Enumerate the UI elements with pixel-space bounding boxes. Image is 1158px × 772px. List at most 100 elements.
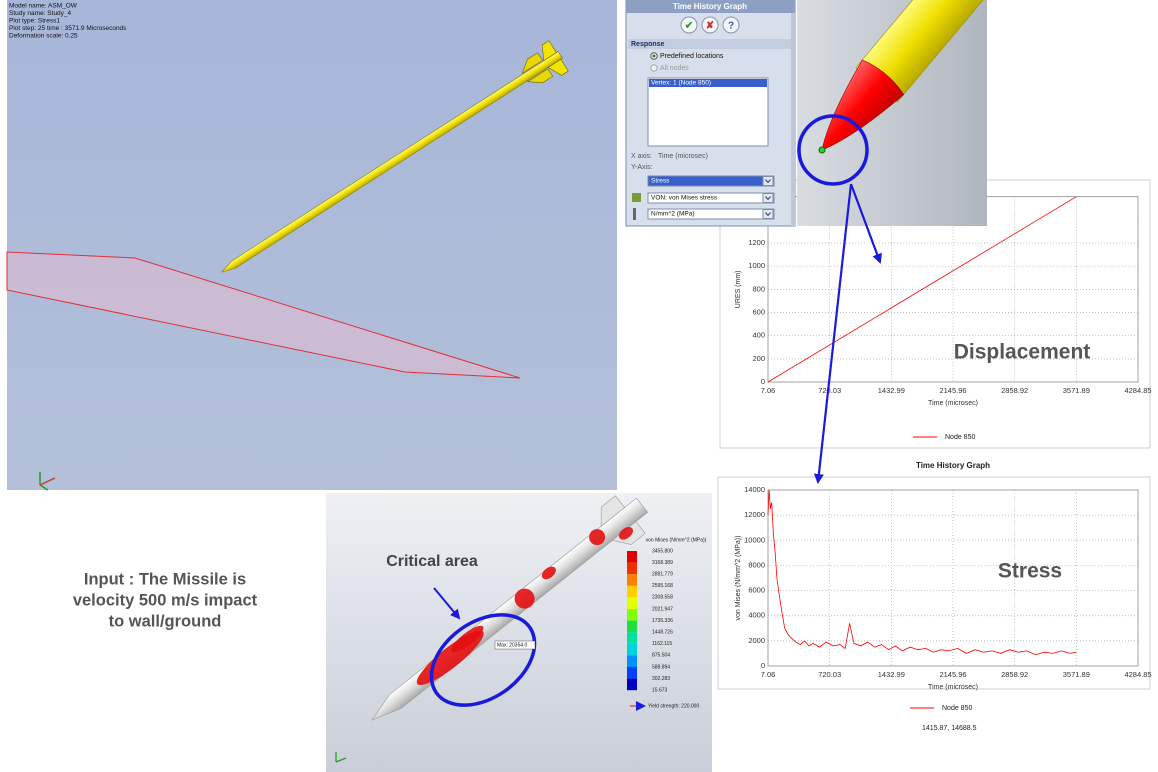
yield-label: Yield strength: 220.000 — [648, 703, 699, 709]
y-tick-label: 600 — [752, 307, 765, 316]
y-tick-label: 200 — [752, 354, 765, 363]
model-info: Model name: ASM_OW — [9, 3, 78, 10]
x-tick-label: 4284.85 — [1124, 670, 1151, 679]
color-scale-label: 1448.726 — [652, 630, 673, 636]
legend-label: Node 850 — [945, 434, 975, 441]
x-tick-label: 4284.85 — [1124, 386, 1151, 395]
color-scale-label: 2021.947 — [652, 606, 673, 612]
color-scale-segment — [627, 597, 637, 609]
page: {"viewport_main": {"info": ["Model name:… — [0, 0, 1158, 772]
dialog-title: Time History Graph — [673, 2, 747, 11]
icon — [632, 193, 641, 202]
chart-title: Time History Graph — [916, 461, 990, 470]
radio-label-disabled: All nodes — [660, 65, 689, 72]
x-tick-label: 2858.92 — [1001, 670, 1028, 679]
input-note: to wall/ground — [109, 612, 222, 630]
color-scale-label: 1162.115 — [652, 641, 672, 647]
list-item: Vertex: 1 (Node 850) — [651, 80, 711, 87]
legend-label: Node 850 — [942, 705, 972, 712]
color-scale-segment — [627, 679, 637, 691]
color-scale-segment — [627, 586, 637, 598]
x-tick-label: 2145.96 — [939, 670, 966, 679]
color-scale-label: 15.673 — [652, 688, 668, 694]
color-scale-segment — [627, 563, 637, 575]
color-scale-label: 2881.779 — [652, 572, 673, 578]
y-axis-caption: Y-Axis: — [631, 164, 653, 171]
x-axis-label: Time (microsec) — [928, 400, 978, 407]
dropdown-value: VON: von Mises stress — [651, 195, 718, 202]
dropdown-button — [763, 210, 773, 219]
icon — [633, 208, 636, 220]
x-tick-label: 1432.99 — [878, 386, 905, 395]
color-scale-segment — [627, 621, 637, 633]
radio-label: Predefined locations — [660, 53, 724, 60]
chart-annotation: Displacement — [954, 341, 1091, 364]
y-tick-label: 10000 — [744, 535, 765, 544]
color-scale-label: 2308.558 — [652, 595, 673, 601]
x-tick-label: 2145.96 — [939, 386, 966, 395]
color-scale-label: 875.504 — [652, 653, 670, 659]
input-note: Input : The Missile is — [84, 570, 246, 588]
y-tick-label: 800 — [752, 284, 765, 293]
scrollbar — [791, 13, 795, 226]
x-tick-label: 7.06 — [761, 670, 776, 679]
y-tick-label: 0 — [761, 377, 765, 386]
color-scale-label: 2595.168 — [652, 583, 673, 589]
model-info: Plot step: 25 time : 3571.9 Microseconds — [9, 25, 127, 32]
y-axis-label: von Mises (N/mm^2 (MPa)) — [735, 536, 742, 621]
dropdown-value: N/mm^2 (MPa) — [651, 211, 695, 218]
chart-annotation: Stress — [998, 560, 1062, 583]
color-scale-label: 588.894 — [652, 664, 670, 670]
color-scale-label: 3168.389 — [652, 560, 673, 566]
color-scale-segment — [627, 609, 637, 621]
radio-button[interactable] — [651, 65, 657, 71]
node-list[interactable] — [648, 78, 768, 146]
model-info: Deformation scale: 0.25 — [9, 32, 78, 39]
dialog-button-icon: ✔ — [685, 21, 693, 32]
y-tick-label: 1000 — [748, 261, 765, 270]
radio-dot — [653, 55, 656, 58]
y-tick-label: 8000 — [748, 560, 765, 569]
model-info: Study name: Study_4 — [9, 10, 72, 17]
legend-title: von Mises (N/mm^2 (MPa)) — [646, 537, 707, 543]
dialog-button-icon: ? — [728, 21, 734, 32]
y-axis-label: URES (mm) — [735, 270, 742, 308]
x-tick-label: 2858.92 — [1001, 386, 1028, 395]
color-scale-segment — [627, 655, 637, 667]
slide: Model name: ASM_OWStudy name: Study_4 Plo… — [0, 0, 1158, 772]
y-tick-label: 6000 — [748, 586, 765, 595]
color-scale-segment — [627, 667, 637, 679]
section-title: Response — [631, 41, 665, 48]
y-tick-label: 14000 — [744, 485, 765, 494]
chart-footer: 1415.87, 14688.5 — [922, 725, 977, 732]
color-scale-segment — [627, 551, 637, 563]
y-tick-label: 400 — [752, 331, 765, 340]
color-scale-segment — [627, 632, 637, 644]
x-tick-label: 720.03 — [818, 670, 841, 679]
x-tick-label: 1432.99 — [878, 670, 905, 679]
x-tick-label: 3571.89 — [1063, 670, 1090, 679]
x-tick-label: 720.03 — [818, 386, 841, 395]
y-tick-label: 1200 — [748, 238, 765, 247]
color-scale-segment — [627, 644, 637, 656]
color-scale-label: 302.283 — [652, 676, 670, 682]
max-label: Max: 20354.0 — [497, 642, 528, 648]
dropdown-button — [763, 194, 773, 203]
x-axis-value: Time (microsec) — [658, 153, 708, 160]
dropdown-button — [763, 177, 773, 186]
x-tick-label: 7.06 — [761, 386, 776, 395]
dialog-button-icon: ✘ — [706, 21, 714, 32]
y-tick-label: 0 — [761, 661, 765, 670]
color-scale-label: 1735.336 — [652, 618, 673, 624]
x-tick-label: 3571.89 — [1063, 386, 1090, 395]
y-tick-label: 2000 — [748, 636, 765, 645]
x-axis-caption: X axis: — [631, 153, 652, 160]
node-marker — [819, 147, 825, 153]
y-tick-label: 12000 — [744, 510, 765, 519]
critical-label: Critical area — [386, 553, 478, 570]
input-note: velocity 500 m/s impact — [73, 591, 258, 609]
color-scale-label: 3455.800 — [652, 548, 673, 554]
dropdown-value: Stress — [651, 178, 670, 185]
x-axis-label: Time (microsec) — [928, 684, 978, 691]
color-scale-segment — [627, 574, 637, 586]
